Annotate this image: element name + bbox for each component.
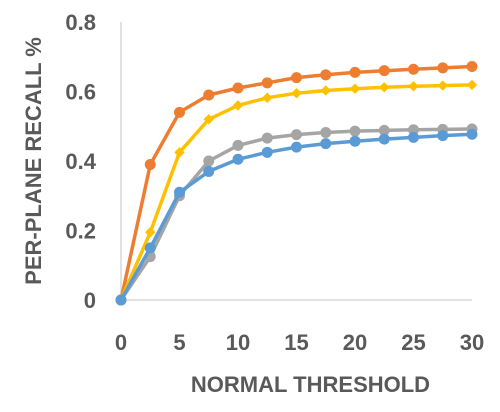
data-point bbox=[144, 158, 156, 170]
data-point bbox=[203, 114, 214, 125]
data-point bbox=[349, 135, 361, 147]
data-point bbox=[261, 132, 273, 144]
data-point bbox=[262, 92, 273, 103]
data-point bbox=[349, 125, 361, 137]
y-tick-labels: 0 0.2 0.4 0.6 0.8 bbox=[65, 10, 96, 313]
data-point bbox=[437, 62, 449, 74]
data-point bbox=[232, 139, 244, 151]
series-layer bbox=[115, 60, 478, 306]
data-point bbox=[203, 89, 215, 101]
x-tick-label: 0 bbox=[115, 330, 127, 355]
x-tick-label: 20 bbox=[343, 330, 367, 355]
data-point bbox=[291, 88, 302, 99]
data-point bbox=[145, 227, 156, 238]
data-point bbox=[320, 138, 332, 150]
data-point bbox=[466, 79, 478, 91]
series-1 bbox=[115, 60, 478, 306]
data-point bbox=[379, 82, 390, 93]
series-line bbox=[119, 83, 474, 302]
x-tick-label: 15 bbox=[284, 330, 308, 355]
data-point bbox=[437, 130, 449, 142]
series-4 bbox=[115, 128, 478, 306]
data-point bbox=[349, 66, 361, 78]
data-point bbox=[408, 131, 419, 143]
data-point bbox=[349, 83, 361, 94]
data-point bbox=[232, 82, 244, 94]
x-tick-labels: 0 5 10 15 20 25 30 bbox=[115, 330, 484, 355]
data-point bbox=[232, 100, 244, 111]
series-line bbox=[119, 64, 474, 302]
data-point bbox=[203, 165, 215, 177]
data-point bbox=[291, 129, 302, 141]
series-2 bbox=[115, 79, 478, 306]
data-point bbox=[466, 60, 478, 72]
y-tick-label: 0.6 bbox=[65, 80, 96, 105]
data-point bbox=[174, 106, 185, 118]
x-tick-label: 25 bbox=[401, 330, 425, 355]
data-point bbox=[291, 141, 302, 153]
axes bbox=[120, 22, 472, 301]
y-tick-label: 0 bbox=[84, 288, 96, 313]
data-point bbox=[144, 242, 156, 254]
data-point bbox=[232, 153, 244, 165]
data-point bbox=[320, 85, 331, 96]
x-tick-label: 5 bbox=[173, 330, 185, 355]
x-tick-label: 30 bbox=[460, 330, 484, 355]
y-tick-label: 0.4 bbox=[65, 149, 96, 174]
y-axis-title: PER-PLANE RECALL % bbox=[21, 37, 46, 285]
data-point bbox=[466, 128, 478, 140]
y-tick-label: 0.2 bbox=[65, 219, 96, 244]
data-point bbox=[174, 186, 185, 198]
data-point bbox=[378, 133, 390, 145]
y-tick-label: 0.8 bbox=[65, 10, 96, 35]
data-point bbox=[291, 72, 302, 84]
data-point bbox=[408, 63, 419, 75]
data-point bbox=[203, 155, 215, 167]
data-point bbox=[261, 77, 273, 89]
series-line bbox=[119, 132, 474, 302]
data-point bbox=[408, 81, 419, 92]
series-line bbox=[119, 127, 474, 302]
data-point bbox=[378, 65, 390, 77]
data-point bbox=[320, 69, 332, 81]
data-point bbox=[437, 80, 448, 91]
data-point bbox=[261, 146, 273, 158]
data-point bbox=[115, 294, 127, 306]
data-point bbox=[320, 127, 332, 139]
x-tick-label: 10 bbox=[226, 330, 250, 355]
x-axis-title: NORMAL THRESHOLD bbox=[191, 372, 430, 397]
data-point bbox=[174, 147, 185, 158]
